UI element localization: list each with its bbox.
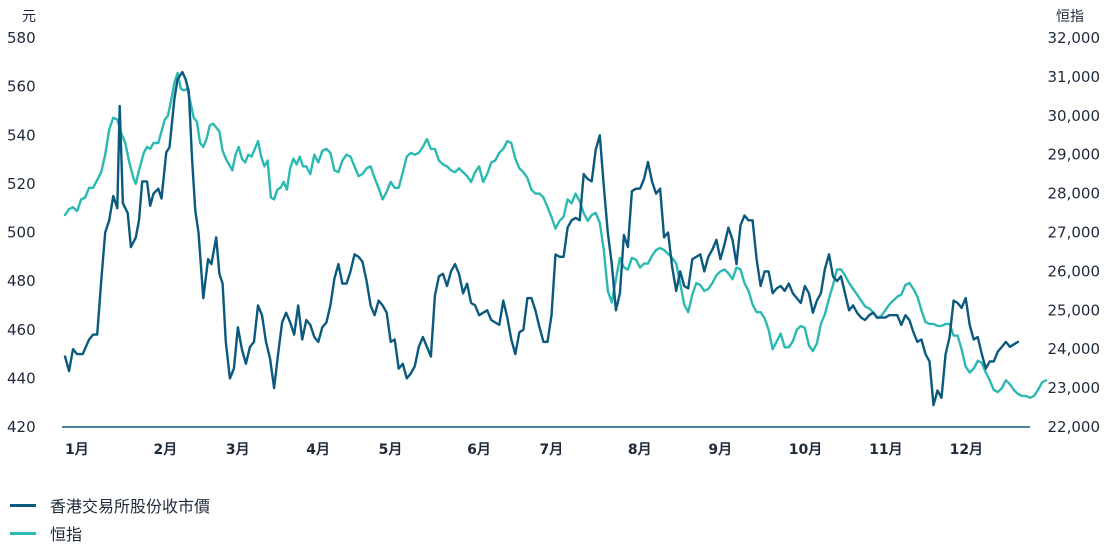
left-tick-label: 420 <box>7 418 36 436</box>
month-label: 1月 <box>65 442 89 458</box>
month-label: 5月 <box>379 442 403 458</box>
month-label: 4月 <box>306 442 330 458</box>
left-tick-label: 560 <box>7 78 36 96</box>
month-label: 2月 <box>153 442 177 458</box>
right-tick-label: 31,000 <box>1048 68 1101 86</box>
legend-item-hang-seng-index: 恒指 <box>10 521 82 545</box>
legend-swatch-hkex <box>10 503 36 507</box>
right-tick-label: 25,000 <box>1048 301 1101 319</box>
left-axis-unit: 元 <box>22 9 36 25</box>
right-axis-unit: 恒指 <box>1056 9 1084 25</box>
right-tick-label: 28,000 <box>1048 185 1101 203</box>
left-tick-label: 540 <box>7 126 36 144</box>
month-label: 8月 <box>628 442 652 458</box>
month-label: 3月 <box>226 442 250 458</box>
right-tick-label: 27,000 <box>1048 224 1101 242</box>
right-tick-label: 24,000 <box>1048 340 1101 358</box>
left-tick-label: 520 <box>7 175 36 193</box>
right-axis-ticks: 32,000 31,000 30,000 29,000 28,000 27,000 26,0… <box>1048 29 1101 436</box>
month-label: 11月 <box>869 442 902 458</box>
right-tick-label: 30,000 <box>1048 107 1101 125</box>
legend-label-hkex: 香港交易所股份收市價 <box>50 497 211 516</box>
legend-item-hkex-share-price: 香港交易所股份收市價 <box>10 493 210 517</box>
right-tick-label: 26,000 <box>1048 262 1101 280</box>
month-label: 10月 <box>789 442 822 458</box>
left-tick-label: 460 <box>7 321 36 339</box>
series-lines <box>63 70 1048 407</box>
left-tick-label: 500 <box>7 224 36 242</box>
x-axis-month-labels: 1月 2月 3月 4月 5月 6月 7月 8月 9月 10月 11月 12月 <box>65 442 983 458</box>
month-label: 7月 <box>539 442 563 458</box>
left-axis-ticks: 580 560 540 520 500 480 460 440 420 <box>7 29 36 436</box>
month-label: 9月 <box>708 442 732 458</box>
right-tick-label: 23,000 <box>1048 379 1101 397</box>
left-tick-label: 580 <box>7 29 36 47</box>
series-line-hsi <box>63 71 1048 399</box>
series-line-hkex <box>63 70 1020 407</box>
legend-label-hsi: 恒指 <box>50 525 83 544</box>
right-tick-label: 29,000 <box>1048 146 1101 164</box>
legend-swatch-hsi <box>10 531 36 535</box>
right-tick-label: 32,000 <box>1048 29 1101 47</box>
right-tick-label: 22,000 <box>1048 418 1101 436</box>
left-tick-label: 480 <box>7 272 36 290</box>
month-label: 6月 <box>467 442 491 458</box>
month-label: 12月 <box>950 442 983 458</box>
left-tick-label: 440 <box>7 369 36 387</box>
